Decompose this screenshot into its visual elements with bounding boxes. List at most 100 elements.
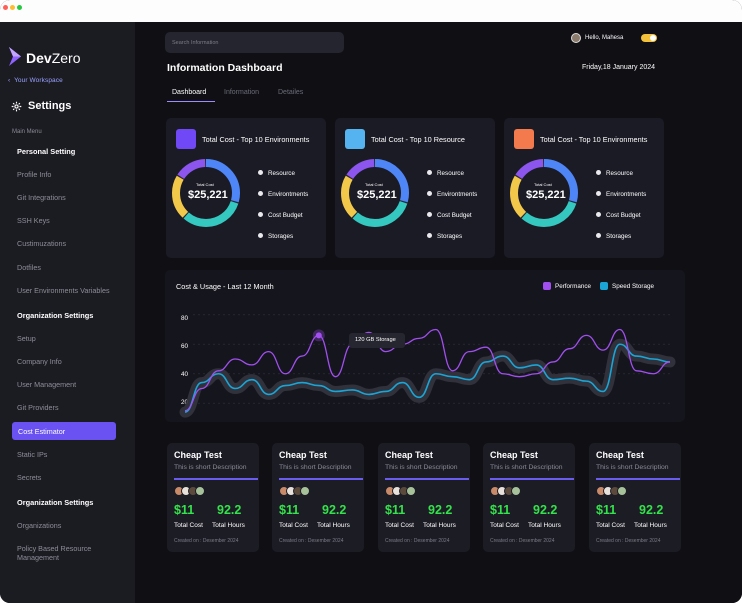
- legend-speed-storage[interactable]: Speed Storage: [600, 282, 654, 290]
- sidebar: [0, 22, 135, 603]
- total-cost-value: $11: [174, 503, 195, 517]
- product-description: This is short Description: [174, 464, 247, 471]
- card-title: Total Cost - Top 10 Environments: [540, 135, 648, 144]
- product-title: Cheap Test: [279, 450, 327, 460]
- legend-item: Cost Budget: [427, 212, 472, 219]
- avatar-group: [174, 486, 205, 496]
- y-tick-label: 20: [181, 399, 189, 406]
- created-date: Created on : Desember 2024: [596, 538, 661, 544]
- avatar-group: [279, 486, 310, 496]
- sidebar-item-user-management[interactable]: User Management: [17, 380, 77, 389]
- sidebar-item-secrets[interactable]: Secrets: [17, 473, 42, 482]
- donut-label: Total Cost: [534, 182, 552, 187]
- donut-segment: [172, 159, 240, 227]
- active-tab-indicator: [167, 101, 215, 102]
- created-date: Created on : Desember 2024: [490, 538, 555, 544]
- total-cost-label: Total Cost: [279, 522, 308, 529]
- title-bar: [0, 0, 742, 22]
- legend-performance[interactable]: Performance: [543, 282, 591, 290]
- created-date: Created on : Desember 2024: [279, 538, 344, 544]
- tab-information[interactable]: Information: [224, 89, 260, 96]
- sidebar-item-git-providers[interactable]: Git Providers: [17, 403, 59, 412]
- donut-segment: [510, 159, 578, 227]
- legend-item: Storages: [258, 233, 293, 240]
- donut-value: $25,221: [188, 189, 228, 201]
- organization-settings-heading: Organization Settings: [17, 311, 94, 320]
- search-input[interactable]: Search Information: [165, 32, 344, 53]
- product-description: This is short Description: [490, 464, 563, 471]
- back-to-workspace-link[interactable]: ‹ Your Workspace: [8, 77, 63, 84]
- tab-dashboard[interactable]: Dashboard: [172, 89, 207, 96]
- total-hours-label: Total Hours: [212, 522, 245, 529]
- close-window-button[interactable]: [3, 5, 8, 10]
- donut-label: Total Cost: [196, 182, 214, 187]
- sidebar-item-setup[interactable]: Setup: [17, 334, 36, 343]
- sidebar-item-cost-estimator[interactable]: Cost Estimator: [12, 422, 116, 440]
- product-divider: [385, 478, 469, 480]
- cost-donut-chart: [510, 159, 578, 227]
- product-card[interactable]: Cheap Test This is short Description $11…: [483, 443, 575, 552]
- sidebar-item-static-ips[interactable]: Static IPs: [17, 450, 48, 459]
- total-hours-label: Total Hours: [423, 522, 456, 529]
- organization-settings-heading-2: Organization Settings: [17, 498, 94, 507]
- sidebar-item-company-info[interactable]: Company Info: [17, 357, 62, 366]
- sidebar-item-customizations[interactable]: Custimuzations: [17, 239, 67, 248]
- greeting: Hello, Mahesa: [585, 35, 624, 41]
- total-cost-value: $11: [596, 503, 617, 517]
- product-card[interactable]: Cheap Test This is short Description $11…: [378, 443, 470, 552]
- theme-toggle[interactable]: [641, 34, 657, 42]
- product-title: Cheap Test: [174, 450, 222, 460]
- product-card[interactable]: Cheap Test This is short Description $11…: [272, 443, 364, 552]
- avatar[interactable]: [571, 33, 581, 43]
- chart-title: Cost & Usage - Last 12 Month: [176, 282, 274, 291]
- minimize-window-button[interactable]: [10, 5, 15, 10]
- total-cost-label: Total Cost: [596, 522, 625, 529]
- total-hours-label: Total Hours: [317, 522, 350, 529]
- cost-card: Total Cost - Top 10 Resource Total Cost …: [335, 118, 495, 258]
- total-cost-label: Total Cost: [490, 522, 519, 529]
- legend-item: Resource: [596, 170, 633, 177]
- tab-detailes[interactable]: Detailes: [278, 89, 304, 96]
- product-card[interactable]: Cheap Test This is short Description $11…: [167, 443, 259, 552]
- donut-segment: [341, 159, 409, 227]
- usage-line-chart: [179, 314, 676, 418]
- total-cost-value: $11: [385, 503, 406, 517]
- legend-item: Environtments: [427, 191, 477, 198]
- legend-item: Cost Budget: [258, 212, 303, 219]
- highlight-point[interactable]: [315, 332, 322, 339]
- series-line-performance: [184, 328, 671, 412]
- product-description: This is short Description: [596, 464, 669, 471]
- card-title: Total Cost - Top 10 Resource: [371, 135, 465, 144]
- sidebar-item-organizations[interactable]: Organizations: [17, 521, 62, 530]
- total-hours-value: 92.2: [217, 503, 242, 517]
- sidebar-item-env-variables[interactable]: User Environments Variables: [17, 286, 110, 295]
- personal-setting-heading: Personal Setting: [17, 147, 76, 156]
- maximize-window-button[interactable]: [17, 5, 22, 10]
- avatar-group: [596, 486, 627, 496]
- donut-segment: [172, 159, 240, 227]
- cost-card: Total Cost - Top 10 Environments Total C…: [504, 118, 664, 258]
- total-hours-label: Total Hours: [634, 522, 667, 529]
- sidebar-item-ssh-keys[interactable]: SSH Keys: [17, 216, 50, 225]
- product-description: This is short Description: [279, 464, 352, 471]
- sidebar-item-dotfiles[interactable]: Dotfiles: [17, 263, 41, 272]
- card-color-swatch: [345, 129, 365, 149]
- donut-segment: [341, 159, 409, 227]
- sidebar-item-policy-management[interactable]: Policy Based Resource Management: [17, 544, 92, 562]
- series-line-speed-storage: [184, 343, 671, 413]
- gear-icon: [11, 101, 22, 111]
- devzero-logo-icon: [9, 47, 21, 66]
- brand-name: DevZero: [26, 50, 81, 66]
- current-date: Friday,18 January 2024: [582, 64, 656, 71]
- total-hours-value: 92.2: [322, 503, 347, 517]
- sidebar-item-profile-info[interactable]: Profile Info: [17, 170, 52, 179]
- product-card[interactable]: Cheap Test This is short Description $11…: [589, 443, 681, 552]
- legend-item: Resource: [258, 170, 295, 177]
- card-color-swatch: [514, 129, 534, 149]
- product-title: Cheap Test: [596, 450, 644, 460]
- legend-item: Environtments: [596, 191, 646, 198]
- cost-donut-chart: [341, 159, 409, 227]
- y-tick-label: 60: [181, 343, 189, 350]
- created-date: Created on : Desember 2024: [385, 538, 450, 544]
- sidebar-item-git-integrations[interactable]: Git Integrations: [17, 193, 66, 202]
